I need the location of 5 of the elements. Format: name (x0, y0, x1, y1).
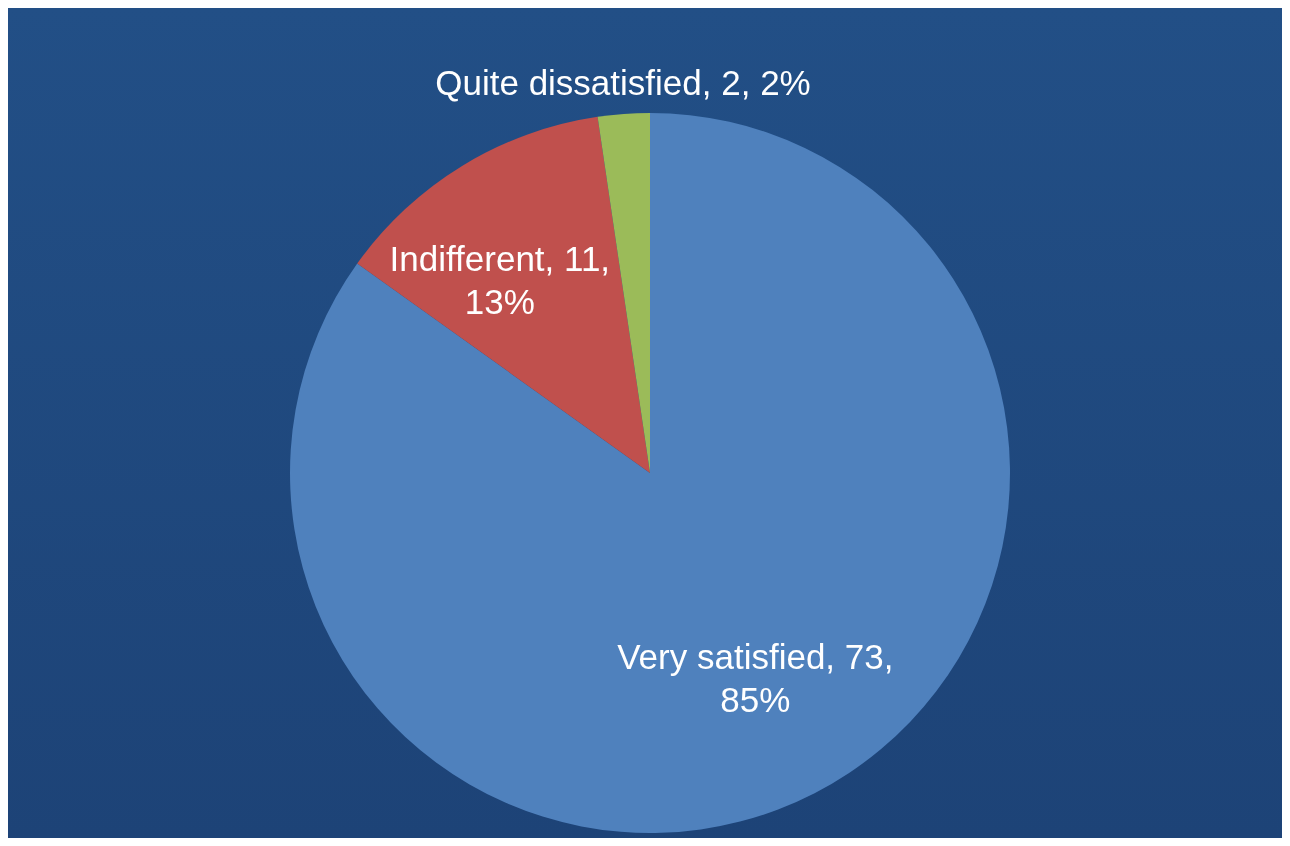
slice-label: Very satisfied, 73, 85% (616, 635, 895, 721)
pie-slice (357, 116, 650, 473)
slice-label: Quite dissatisfied, 2, 2% (434, 62, 812, 104)
slice-label: Indifferent, 11, 13% (388, 237, 612, 323)
pie-slice (290, 113, 1010, 833)
